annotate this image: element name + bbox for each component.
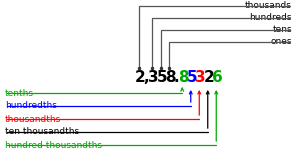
- Text: 3: 3: [195, 70, 206, 86]
- Text: 8: 8: [165, 70, 175, 86]
- Text: hundred thousandths: hundred thousandths: [5, 141, 102, 149]
- Text: hundredths: hundredths: [5, 101, 57, 111]
- Text: 2: 2: [135, 70, 146, 86]
- Text: tenths: tenths: [5, 89, 34, 97]
- Text: 5: 5: [187, 70, 197, 86]
- Text: 6: 6: [212, 70, 223, 86]
- Text: 5: 5: [157, 70, 167, 86]
- Text: ,: ,: [143, 70, 149, 86]
- Text: 3: 3: [148, 70, 159, 86]
- Text: ones: ones: [271, 38, 292, 46]
- Text: 2: 2: [203, 70, 214, 86]
- Text: thousands: thousands: [245, 2, 292, 11]
- Text: tens: tens: [272, 25, 292, 35]
- Text: hundreds: hundreds: [250, 14, 292, 22]
- Text: .: .: [173, 70, 179, 86]
- Text: 8: 8: [178, 70, 189, 86]
- Text: thousandths: thousandths: [5, 114, 61, 124]
- Text: ten thousandths: ten thousandths: [5, 127, 79, 136]
